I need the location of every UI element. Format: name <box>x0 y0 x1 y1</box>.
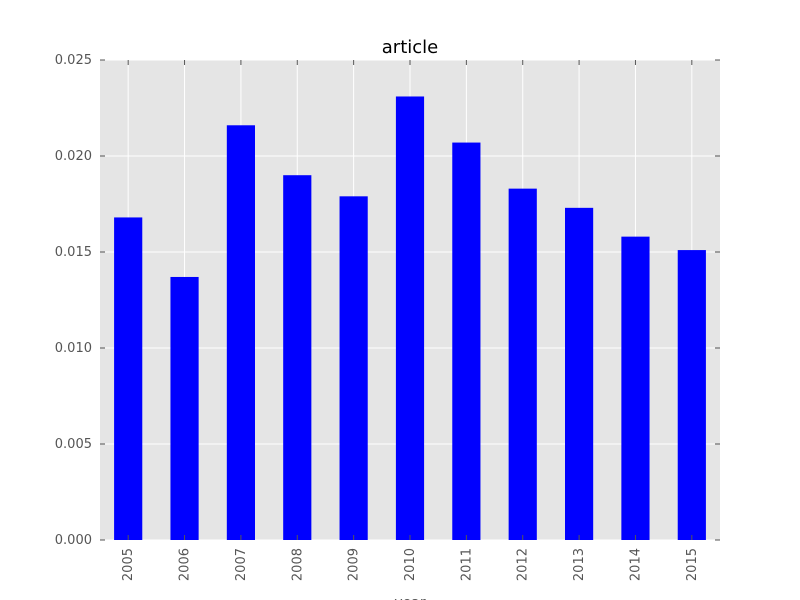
x-tick-label: 2010 <box>403 548 418 581</box>
bar-2014 <box>621 236 650 540</box>
bars <box>114 96 706 540</box>
bar-2007 <box>226 125 255 540</box>
y-tick-label: 0.010 <box>55 341 92 356</box>
bar-2015 <box>677 250 706 540</box>
x-tick-label: 2013 <box>572 548 587 581</box>
y-tick-label: 0.000 <box>55 533 92 548</box>
y-tick-label: 0.015 <box>55 245 92 260</box>
x-tick-label: 2011 <box>459 548 474 581</box>
tick-labels: 0.000 0.005 0.010 0.015 0.020 0.025 2005 2006 20… <box>55 53 700 581</box>
bar-2008 <box>283 175 312 540</box>
x-tick-label: 2012 <box>516 548 531 581</box>
bar-2006 <box>170 276 199 540</box>
bar-2013 <box>565 207 594 540</box>
x-tick-label: 2009 <box>347 548 362 581</box>
axis-ticks <box>100 59 720 541</box>
bar-2010 <box>395 96 425 540</box>
x-tick-label: 2015 <box>685 548 700 581</box>
x-tick-label: 2007 <box>234 548 249 581</box>
chart-title: article <box>382 37 438 58</box>
x-tick-label: 2005 <box>121 548 136 581</box>
x-tick-label: 2014 <box>628 548 643 581</box>
y-tick-label: 0.005 <box>55 437 92 452</box>
bar-2009 <box>339 196 368 540</box>
x-tick-label: 2008 <box>290 548 305 581</box>
x-axis-label: year <box>394 595 425 600</box>
y-tick-label: 0.020 <box>55 149 92 164</box>
x-tick-label: 2006 <box>178 548 193 581</box>
bar-2011 <box>452 142 481 540</box>
bar-2005 <box>114 217 143 540</box>
y-tick-label: 0.025 <box>55 53 92 68</box>
bar-2012 <box>508 188 537 540</box>
